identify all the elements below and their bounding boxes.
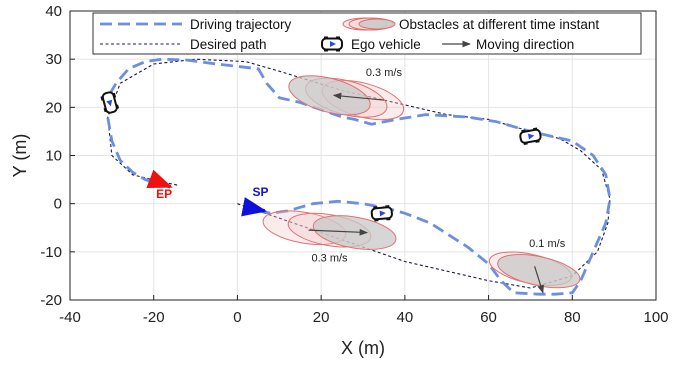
y-tick-label: 30 bbox=[45, 51, 62, 68]
obstacle-direction-arrow bbox=[308, 228, 369, 236]
x-axis-label: X (m) bbox=[341, 338, 385, 358]
y-axis-label: Y (m) bbox=[10, 134, 30, 178]
x-tick-label: 0 bbox=[233, 309, 241, 326]
x-tick-label: 60 bbox=[480, 309, 497, 326]
legend-label: Driving trajectory bbox=[190, 17, 292, 32]
y-tick-label: 0 bbox=[54, 196, 62, 213]
marker-label-ep: EP bbox=[156, 187, 172, 201]
obstacle-group: 0.3 m/s bbox=[288, 67, 405, 121]
legend: Driving trajectory Desired path Obstacles … bbox=[92, 12, 642, 55]
marker-arrow-ep bbox=[146, 169, 173, 189]
y-tick-label: -10 bbox=[40, 244, 62, 261]
y-tick-label: 40 bbox=[45, 3, 62, 20]
legend-item: Obstacles at different time instant bbox=[342, 17, 599, 32]
y-tick-label: 20 bbox=[45, 99, 62, 116]
x-tick-label: -20 bbox=[143, 309, 165, 326]
marker-arrow-sp bbox=[241, 197, 268, 217]
legend-item: Ego vehicle bbox=[321, 36, 421, 52]
y-tick-label: 10 bbox=[45, 148, 62, 165]
x-tick-label: 80 bbox=[564, 309, 581, 326]
obstacle-group: 0.1 m/s bbox=[488, 238, 581, 294]
vehicles-layer bbox=[100, 91, 542, 222]
markers-layer: SP EP bbox=[146, 169, 268, 217]
driving-trajectory-line bbox=[106, 57, 612, 296]
legend-label: Desired path bbox=[190, 37, 267, 52]
legend-label: Obstacles at different time instant bbox=[399, 17, 599, 32]
legend-label: Ego vehicle bbox=[351, 37, 421, 52]
legend-swatch-obstacle bbox=[358, 18, 396, 30]
y-tick-label: -20 bbox=[40, 292, 62, 309]
legend-item: Moving direction bbox=[442, 37, 574, 52]
ego-vehicle-icon bbox=[519, 127, 542, 146]
obstacle-speed-label: 0.3 m/s bbox=[311, 252, 348, 264]
ego-vehicle-icon bbox=[100, 91, 120, 114]
legend-swatch-vehicle-icon bbox=[321, 36, 343, 52]
ego-vehicle-icon bbox=[370, 205, 393, 222]
x-tick-label: -40 bbox=[59, 309, 81, 326]
x-tick-label: 100 bbox=[643, 309, 668, 326]
marker-label-sp: SP bbox=[252, 185, 268, 199]
obstacle-ellipse bbox=[497, 254, 581, 289]
legend-item: Driving trajectory bbox=[100, 17, 292, 32]
x-tick-label: 20 bbox=[313, 309, 330, 326]
obstacle-direction-arrow bbox=[332, 92, 384, 101]
obstacles-layer: 0.3 m/s 0.3 m/s 0.1 m/s bbox=[262, 67, 581, 294]
legend-label: Moving direction bbox=[476, 37, 574, 52]
obstacle-direction-arrow bbox=[534, 266, 544, 294]
obstacle-speed-label: 0.3 m/s bbox=[366, 67, 403, 79]
obstacle-speed-label: 0.1 m/s bbox=[529, 238, 566, 250]
obstacle-ellipse bbox=[288, 75, 371, 116]
x-tick-label: 40 bbox=[397, 309, 414, 326]
obstacle-group: 0.3 m/s bbox=[262, 210, 397, 264]
legend-item: Desired path bbox=[100, 37, 267, 52]
